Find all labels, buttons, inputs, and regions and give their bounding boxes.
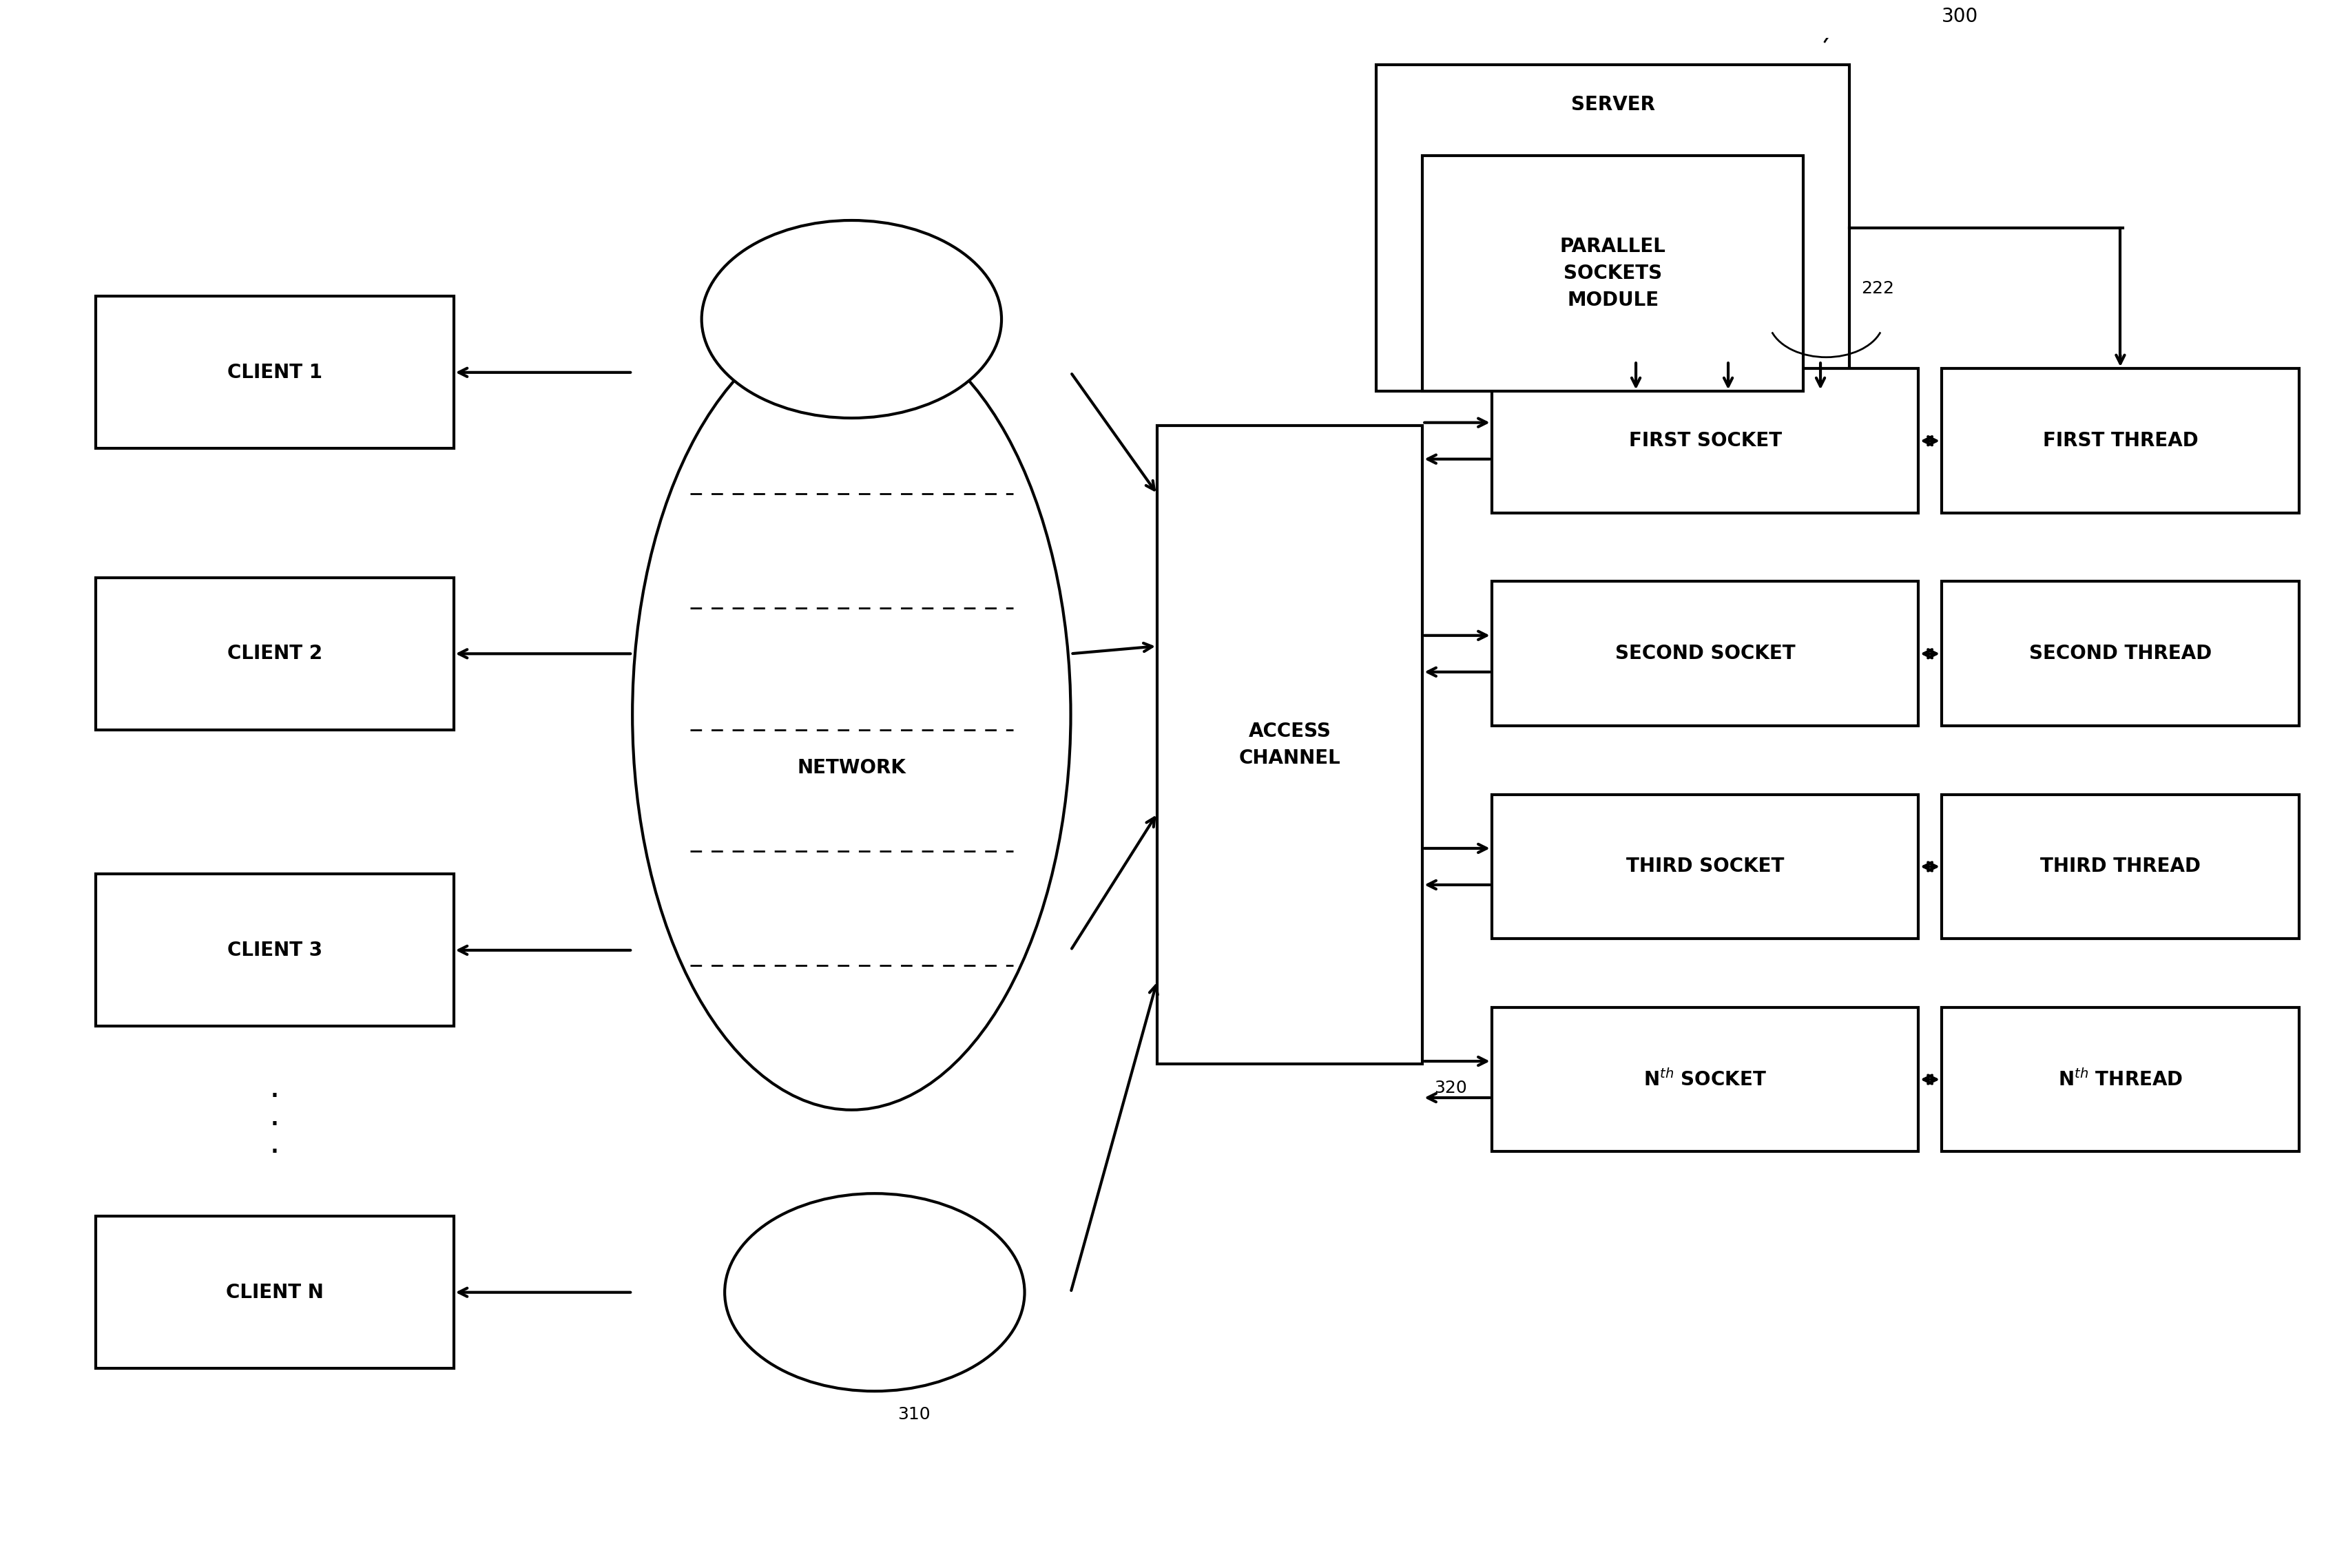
Bar (95, 1217, 454, 1369)
Text: 320: 320 (1435, 1079, 1468, 1096)
Text: CLIENT 3: CLIENT 3 (228, 941, 323, 960)
Bar (95, 577, 454, 729)
Bar (1942, 795, 2298, 939)
Text: 300: 300 (1942, 8, 1977, 27)
Text: CLIENT 1: CLIENT 1 (228, 362, 323, 383)
Text: NETWORK: NETWORK (798, 757, 905, 778)
Text: ·
·
·: · · · (270, 1080, 281, 1170)
Text: PARALLEL
SOCKETS
MODULE: PARALLEL SOCKETS MODULE (1561, 237, 1665, 310)
Bar (1491, 1007, 1919, 1151)
Text: THIRD THREAD: THIRD THREAD (2040, 858, 2200, 877)
Text: CLIENT 2: CLIENT 2 (228, 644, 323, 663)
Text: N$^{th}$ THREAD: N$^{th}$ THREAD (2059, 1069, 2182, 1090)
Bar (1424, 155, 1803, 392)
Text: SECOND SOCKET: SECOND SOCKET (1614, 644, 1796, 663)
Text: FIRST THREAD: FIRST THREAD (2042, 431, 2198, 450)
Bar (95, 296, 454, 448)
Text: 222: 222 (1861, 281, 1893, 296)
Bar (1942, 582, 2298, 726)
Ellipse shape (702, 221, 1003, 419)
Text: FIRST SOCKET: FIRST SOCKET (1628, 431, 1782, 450)
Bar (1491, 582, 1919, 726)
Bar (1942, 368, 2298, 513)
Text: THIRD SOCKET: THIRD SOCKET (1626, 858, 1784, 877)
Text: 310: 310 (898, 1406, 930, 1422)
Bar (1491, 795, 1919, 939)
Text: SECOND THREAD: SECOND THREAD (2028, 644, 2212, 663)
Text: ACCESS
CHANNEL: ACCESS CHANNEL (1240, 721, 1340, 768)
Bar (1942, 1007, 2298, 1151)
Bar (1491, 368, 1919, 513)
Bar (95, 875, 454, 1025)
Text: N$^{th}$ SOCKET: N$^{th}$ SOCKET (1644, 1069, 1768, 1090)
Text: CLIENT N: CLIENT N (226, 1283, 323, 1301)
Bar (1377, 64, 1849, 392)
Bar (1158, 425, 1424, 1065)
Ellipse shape (633, 320, 1070, 1110)
Ellipse shape (726, 1193, 1023, 1391)
Text: SERVER: SERVER (1570, 96, 1654, 114)
